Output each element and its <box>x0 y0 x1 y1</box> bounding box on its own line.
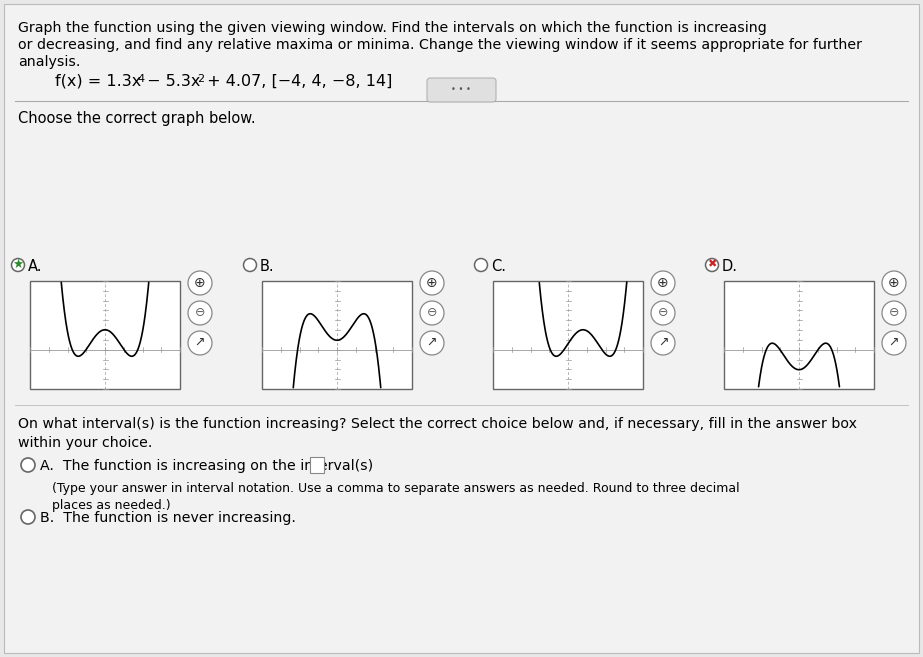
Text: D.: D. <box>722 259 738 274</box>
Text: places as needed.): places as needed.) <box>52 499 171 512</box>
Text: ⊖: ⊖ <box>889 306 899 319</box>
Circle shape <box>651 331 675 355</box>
FancyBboxPatch shape <box>427 78 496 102</box>
Text: + 4.07, [−4, 4, −8, 14]: + 4.07, [−4, 4, −8, 14] <box>202 74 392 89</box>
Text: Choose the correct graph below.: Choose the correct graph below. <box>18 111 256 126</box>
Circle shape <box>420 301 444 325</box>
Text: ★: ★ <box>12 258 24 271</box>
Circle shape <box>188 331 212 355</box>
Text: On what interval(s) is the function increasing? Select the correct choice below : On what interval(s) is the function incr… <box>18 417 857 431</box>
Text: • • •: • • • <box>451 85 471 93</box>
Text: or decreasing, and find any relative maxima or minima. Change the viewing window: or decreasing, and find any relative max… <box>18 38 862 52</box>
Text: B.: B. <box>260 259 275 274</box>
Circle shape <box>188 301 212 325</box>
Circle shape <box>474 258 487 271</box>
Text: ⊕: ⊕ <box>194 275 206 290</box>
Circle shape <box>21 510 35 524</box>
Text: 2: 2 <box>197 74 204 84</box>
Circle shape <box>244 258 257 271</box>
Text: analysis.: analysis. <box>18 55 80 69</box>
Circle shape <box>882 301 906 325</box>
Circle shape <box>11 258 25 271</box>
Circle shape <box>705 258 718 271</box>
Bar <box>30 281 180 389</box>
Text: A.: A. <box>28 259 42 274</box>
Text: ⊕: ⊕ <box>426 275 438 290</box>
Circle shape <box>882 271 906 295</box>
FancyBboxPatch shape <box>4 4 919 653</box>
Text: 4: 4 <box>137 74 144 84</box>
Text: ⊖: ⊖ <box>195 306 205 319</box>
Text: ↗: ↗ <box>426 336 438 349</box>
Text: Graph the function using the given viewing window. Find the intervals on which t: Graph the function using the given viewi… <box>18 21 767 35</box>
Text: ↗: ↗ <box>889 336 899 349</box>
Circle shape <box>420 331 444 355</box>
Text: C.: C. <box>491 259 506 274</box>
Text: − 5.3x: − 5.3x <box>142 74 200 89</box>
Text: ⊕: ⊕ <box>888 275 900 290</box>
Circle shape <box>420 271 444 295</box>
Bar <box>262 281 412 389</box>
Text: ⊖: ⊖ <box>426 306 438 319</box>
Text: ✖: ✖ <box>707 260 716 269</box>
Text: ↗: ↗ <box>658 336 668 349</box>
Text: B.  The function is never increasing.: B. The function is never increasing. <box>40 511 296 525</box>
Text: (Type your answer in interval notation. Use a comma to separate answers as neede: (Type your answer in interval notation. … <box>52 482 739 495</box>
Bar <box>310 457 324 473</box>
Circle shape <box>651 301 675 325</box>
Text: ⊖: ⊖ <box>658 306 668 319</box>
Text: f(x) = 1.3x: f(x) = 1.3x <box>55 74 141 89</box>
Bar <box>724 281 874 389</box>
Circle shape <box>882 331 906 355</box>
Text: ↗: ↗ <box>195 336 205 349</box>
Text: within your choice.: within your choice. <box>18 436 152 450</box>
Text: ⊕: ⊕ <box>657 275 669 290</box>
Circle shape <box>188 271 212 295</box>
Bar <box>493 281 643 389</box>
Text: A.  The function is increasing on the interval(s): A. The function is increasing on the int… <box>40 459 373 473</box>
Circle shape <box>21 458 35 472</box>
Circle shape <box>651 271 675 295</box>
